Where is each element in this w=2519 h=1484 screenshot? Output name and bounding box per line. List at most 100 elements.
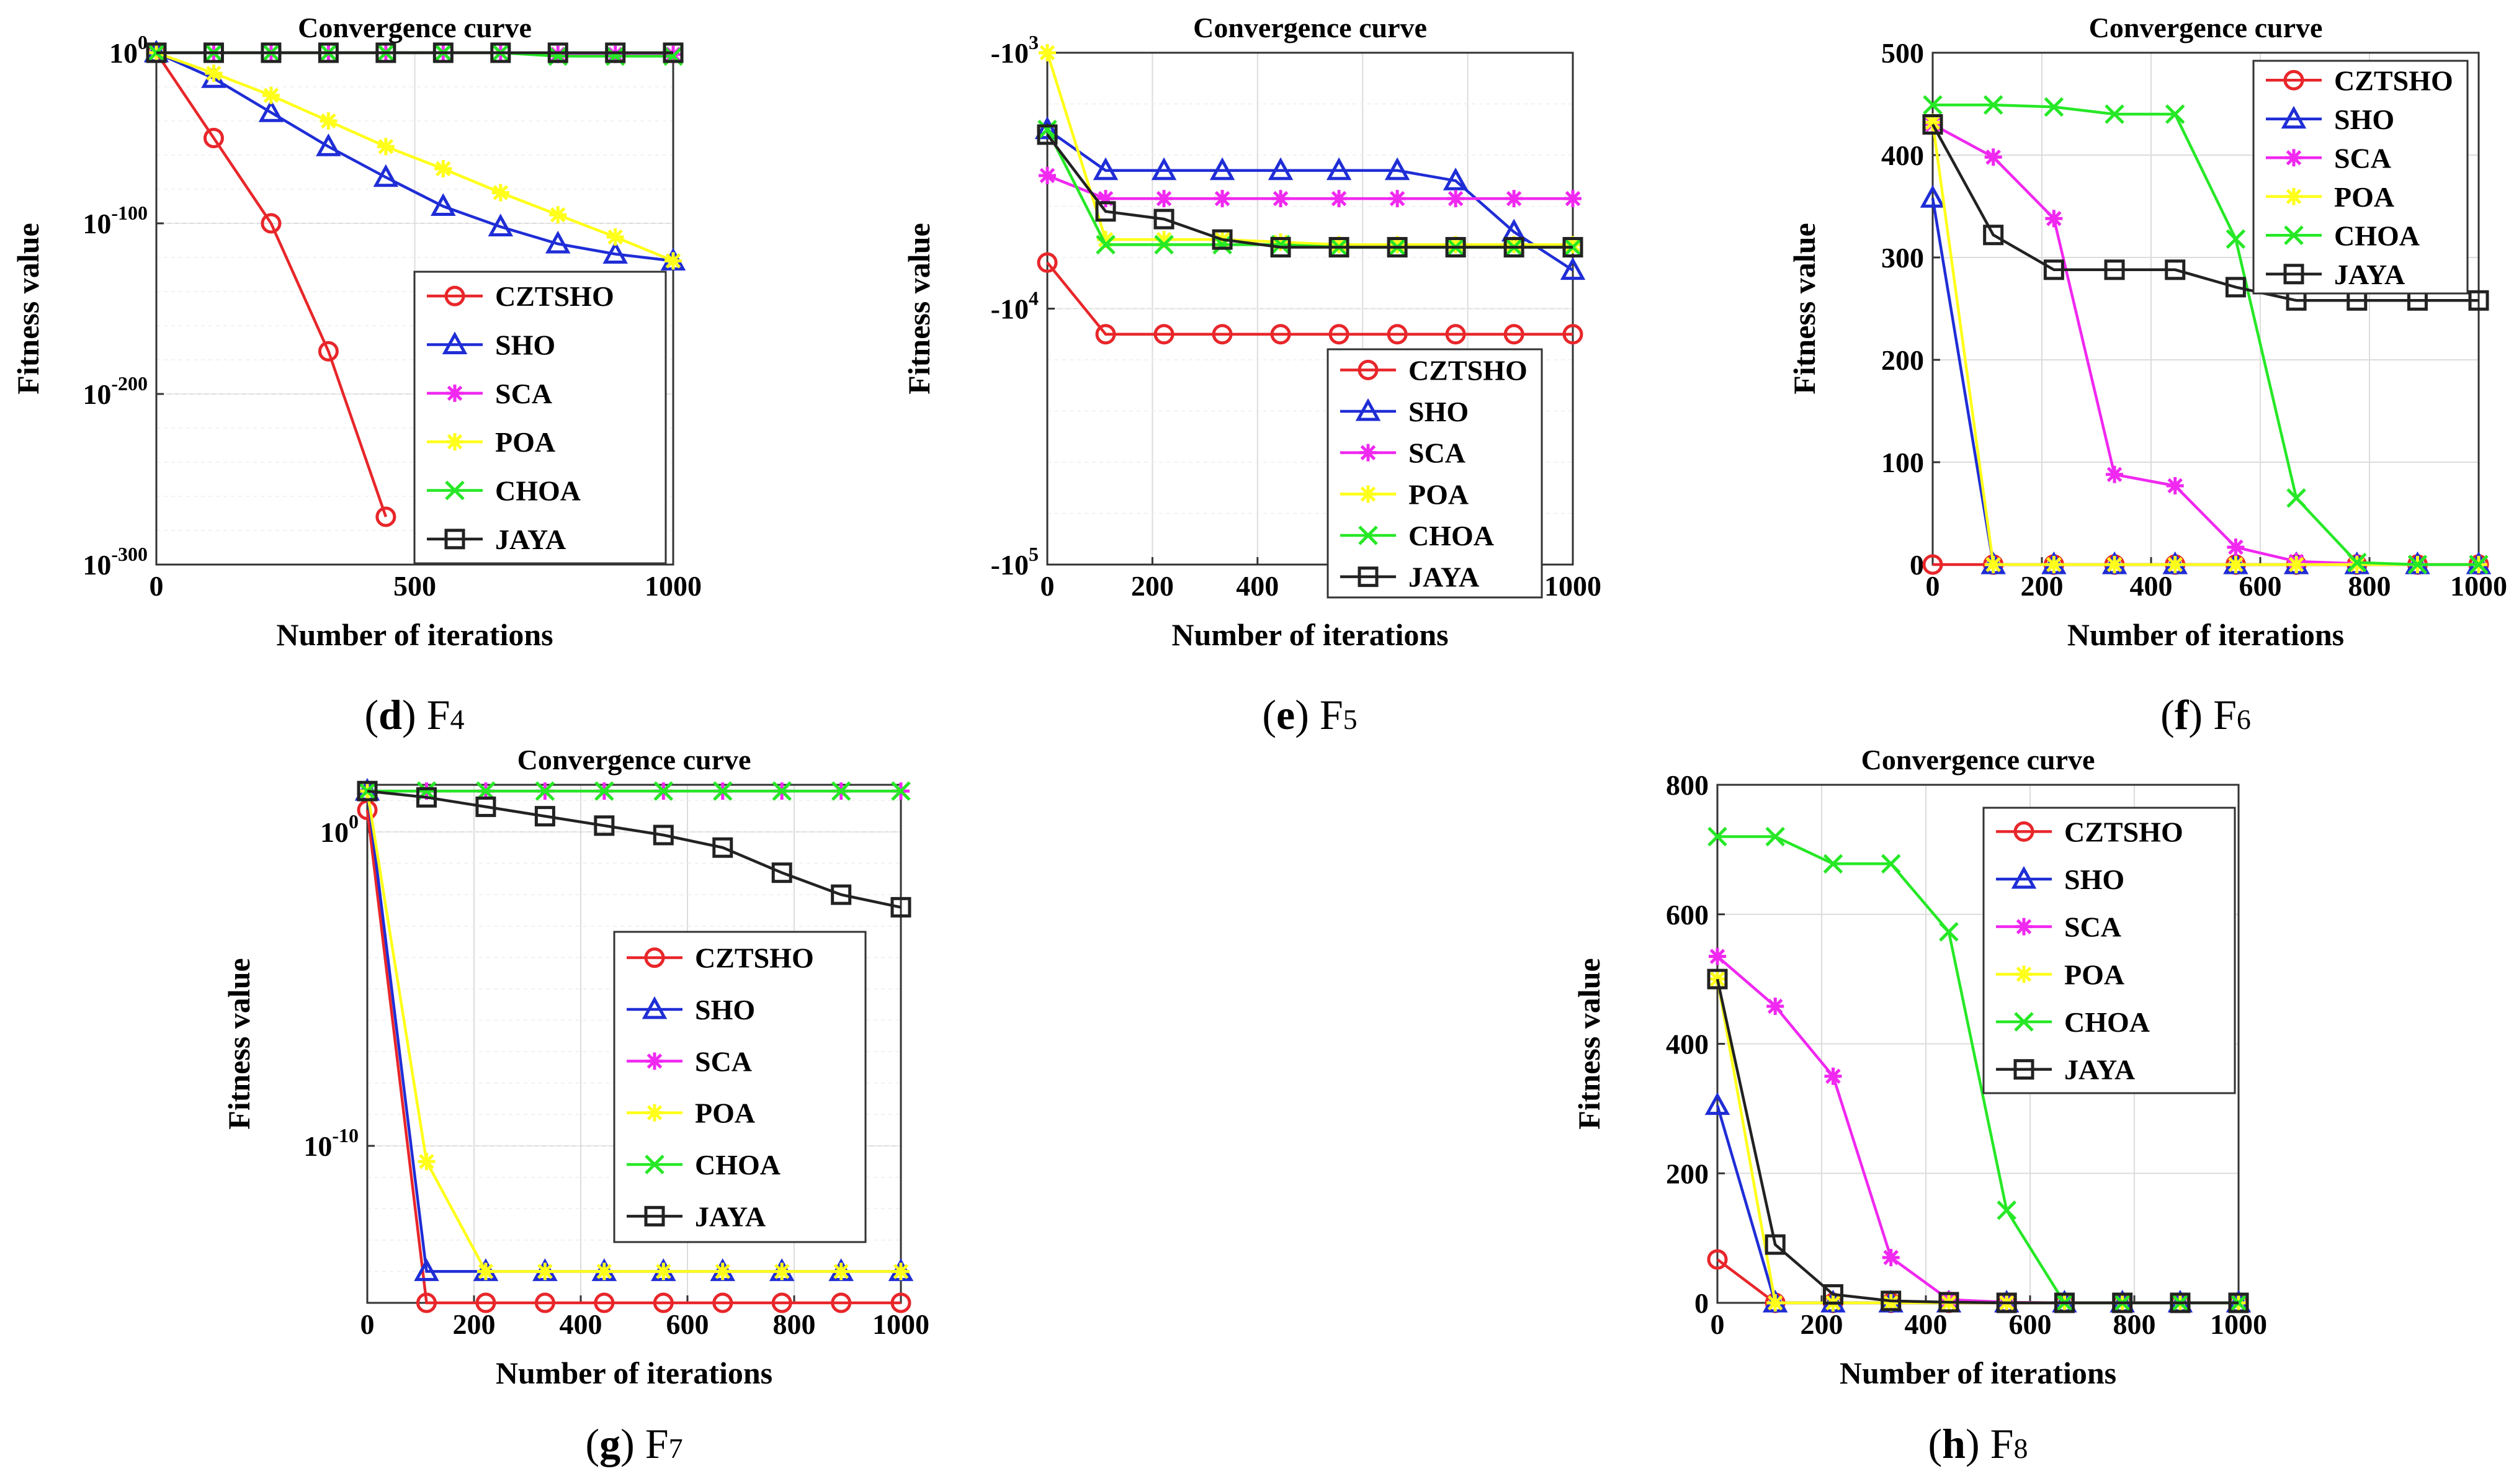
legend-label: POA	[495, 426, 555, 458]
data-point-sho	[258, 99, 284, 122]
legend-label: SCA	[495, 378, 552, 409]
data-point-jaya	[1881, 1290, 1902, 1312]
legend-marker	[1359, 485, 1377, 503]
data-point-sho	[1326, 157, 1352, 181]
legend-marker	[1358, 566, 1379, 588]
legend-box	[1327, 348, 1543, 599]
legend-marker	[646, 1104, 663, 1122]
data-point-choa	[1823, 854, 1843, 874]
chart-title: Convergence curve	[298, 12, 532, 43]
data-point-jaya	[771, 862, 792, 883]
data-point-poa	[832, 1263, 850, 1281]
legend-marker	[2281, 105, 2307, 129]
legend-marker	[2013, 1059, 2034, 1080]
legend-marker	[442, 331, 468, 354]
data-point-poa	[262, 86, 280, 104]
x-tick-label: 500	[393, 570, 436, 602]
series-line-sho	[1046, 128, 1574, 272]
legend-marker	[1359, 444, 1377, 462]
x-tick-label: 1000	[2210, 1308, 2267, 1340]
series-line-poa	[156, 51, 674, 262]
legend-label: SHO	[495, 329, 555, 361]
data-point-choa	[594, 781, 614, 801]
legend: CZTSHO SHO SCA POA CHOA JAYA	[1982, 807, 2236, 1094]
series-group	[355, 777, 913, 1313]
legend-label: SHO	[2334, 104, 2394, 135]
series-line-cztsho	[155, 51, 388, 517]
data-point-jaya	[1996, 1292, 2017, 1313]
data-point-cztsho	[375, 506, 396, 527]
data-point-jaya	[663, 42, 684, 63]
legend-label: SCA	[2064, 911, 2121, 943]
data-point-jaya	[490, 42, 511, 63]
data-point-sca	[1272, 190, 1290, 208]
data-point-choa	[1983, 95, 2003, 115]
data-point-sca	[1505, 190, 1523, 208]
data-point-jaya	[831, 884, 852, 905]
x-tick-label: 600	[2009, 1308, 2052, 1340]
data-point-jaya	[2165, 259, 2186, 280]
data-point-poa	[595, 1263, 613, 1281]
data-point-cztsho	[1212, 324, 1233, 345]
series-line-jaya	[1046, 133, 1573, 249]
series-line-poa	[1045, 52, 1573, 246]
data-point-jaya	[1270, 237, 1291, 257]
series-line-jaya	[1931, 123, 2479, 302]
x-tick-label: 600	[666, 1308, 709, 1340]
data-point-choa	[2286, 488, 2306, 508]
data-point-choa	[1923, 95, 1943, 115]
y-tick-label: 0	[1910, 549, 1924, 581]
data-point-jaya	[547, 42, 568, 63]
data-point-choa	[831, 781, 851, 801]
series-group	[1035, 44, 1585, 345]
data-point-poa	[773, 1263, 791, 1281]
data-point-poa	[536, 1263, 554, 1281]
data-point-poa	[655, 1263, 673, 1281]
data-point-poa	[2227, 556, 2245, 573]
series-line-jaya	[1716, 978, 2239, 1305]
x-axis-label: Number of iterations	[1171, 617, 1448, 652]
legend-label: CHOA	[1408, 520, 1494, 552]
y-axis-label: Fitness value	[1572, 958, 1606, 1129]
legend-marker	[2283, 69, 2304, 91]
data-point-cztsho	[416, 1292, 437, 1313]
data-point-choa	[1154, 235, 1174, 255]
data-point-poa	[1272, 233, 1290, 251]
data-point-choa	[712, 781, 733, 801]
y-tick-label: 10-100	[83, 202, 148, 239]
data-point-poa	[320, 112, 338, 130]
data-point-poa	[1766, 1294, 1784, 1312]
data-point-sho	[316, 133, 341, 156]
y-tick-label: 800	[1666, 769, 1709, 801]
series-line-sho	[156, 51, 674, 262]
data-point-cztsho	[203, 128, 224, 148]
data-point-jaya	[2170, 1292, 2191, 1313]
data-point-choa	[2407, 555, 2428, 574]
data-point-jaya	[203, 42, 224, 63]
data-point-jaya	[2225, 277, 2246, 298]
data-point-sho	[1268, 157, 1294, 181]
legend-label: JAYA	[695, 1200, 766, 1232]
data-point-poa	[664, 252, 682, 270]
data-point-choa	[891, 781, 911, 801]
data-point-poa	[1505, 236, 1523, 254]
data-point-jaya	[653, 825, 674, 846]
series-group	[1705, 826, 2251, 1313]
legend-marker	[2285, 149, 2302, 167]
data-point-poa	[1882, 1294, 1900, 1312]
legend-marker	[2283, 264, 2304, 285]
y-tick-label: 600	[1666, 899, 1709, 931]
y-axis-label: Fitness value	[221, 958, 256, 1129]
data-point-poa	[892, 1263, 910, 1281]
data-point-cztsho	[318, 341, 339, 362]
data-point-jaya	[1328, 237, 1349, 257]
data-point-sho	[1560, 257, 1585, 280]
data-point-jaya	[2104, 259, 2125, 280]
data-point-jaya	[146, 42, 167, 63]
legend-label: CZTSHO	[1408, 354, 1528, 386]
y-axis-label: Fitness value	[902, 223, 936, 394]
series-line-poa	[365, 790, 901, 1273]
data-point-poa	[477, 1263, 494, 1281]
panel-caption: (e) F5	[1262, 691, 1357, 738]
data-point-sho	[1035, 116, 1060, 140]
